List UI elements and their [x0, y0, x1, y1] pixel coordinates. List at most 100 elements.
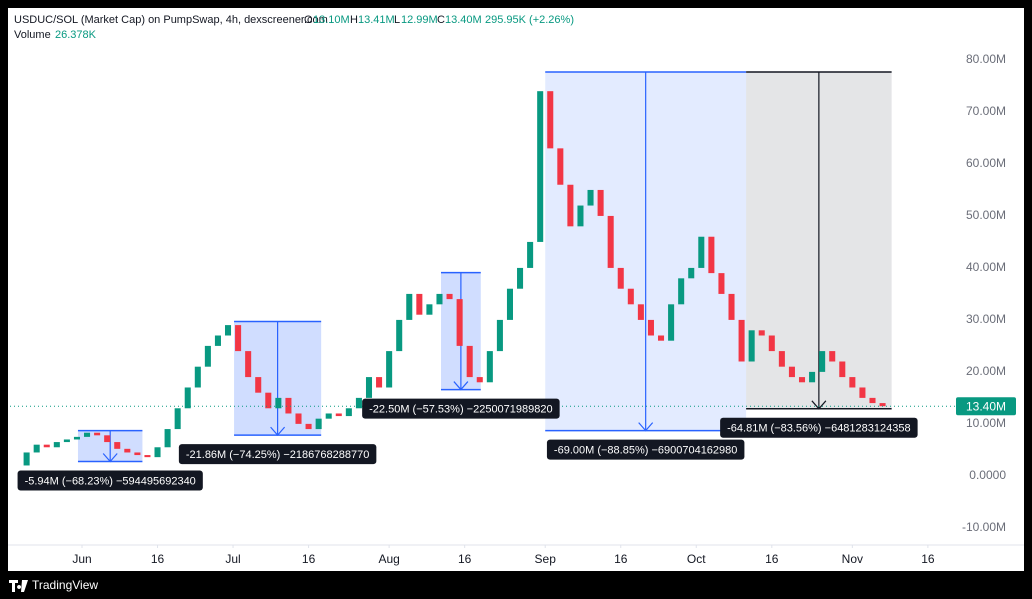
candle: [788, 366, 795, 378]
candle: [768, 335, 775, 352]
y-tick-label: 0.0000: [969, 468, 1006, 482]
candle: [164, 429, 171, 448]
candle: [184, 387, 191, 409]
x-tick-label: 16: [614, 552, 628, 566]
candle: [476, 377, 483, 383]
candle: [778, 351, 785, 367]
measure-arrowhead: [811, 400, 827, 410]
measure-arrowhead: [638, 422, 654, 432]
candle: [537, 91, 544, 242]
ohlc-label: C: [437, 14, 445, 26]
candle: [124, 448, 131, 453]
candle: [577, 205, 584, 227]
candle: [295, 413, 302, 424]
candle: [486, 351, 493, 383]
candle: [607, 215, 614, 268]
candle: [386, 351, 393, 388]
candle: [315, 418, 322, 430]
measure-label-bg: [362, 398, 560, 419]
candle: [758, 330, 765, 336]
y-tick-label: 80.00M: [966, 52, 1006, 66]
candle: [617, 267, 624, 289]
candle: [406, 293, 413, 320]
candle: [819, 351, 826, 372]
candle: [224, 325, 232, 336]
y-tick-label: 40.00M: [966, 260, 1006, 274]
candle: [547, 91, 554, 149]
y-tick-label: 20.00M: [966, 364, 1006, 378]
candle: [658, 335, 665, 341]
change: 295.95K (+2.26%): [485, 14, 574, 26]
candle: [416, 293, 423, 315]
x-tick-label: 16: [921, 552, 935, 566]
measure-label: -69.00M (−88.85%) −6900704162980: [554, 445, 737, 457]
measure-label-bg: [178, 444, 377, 465]
candle: [728, 293, 735, 320]
candle: [446, 293, 453, 300]
measure-label-bg: [720, 417, 918, 438]
candle: [355, 397, 362, 409]
candle: [798, 377, 806, 383]
measure-label: -64.81M (−83.56%) −6481283124358: [727, 423, 910, 435]
y-tick-label: 60.00M: [966, 156, 1006, 170]
brand-name: TradingView: [32, 578, 98, 592]
volume-value: 26.378K: [55, 29, 97, 41]
ohlc-value: 13.10M: [313, 14, 350, 26]
candle: [53, 442, 60, 448]
candle: [466, 345, 473, 378]
candle: [738, 319, 745, 362]
ohlc-label: H: [350, 14, 358, 26]
candle: [869, 397, 876, 404]
candle: [73, 436, 80, 440]
candle: [104, 435, 111, 443]
candle: [637, 304, 644, 320]
candle: [829, 351, 836, 362]
measure-label-bg: [17, 470, 203, 491]
candle: [517, 267, 524, 289]
x-tick-label: Sep: [535, 552, 557, 566]
ohlc-value: 13.40M: [445, 14, 482, 26]
candle: [527, 241, 534, 268]
candle: [668, 304, 675, 341]
candle: [647, 319, 654, 336]
y-tick-label: 50.00M: [966, 208, 1006, 222]
symbol: USDUC/SOL (Market Cap) on PumpSwap, 4h, …: [14, 14, 328, 26]
ohlc-label: O: [304, 14, 313, 26]
candle: [204, 345, 211, 367]
candle: [809, 371, 816, 383]
candle: [849, 377, 856, 388]
candle: [23, 452, 30, 466]
candle: [94, 432, 101, 436]
x-tick-label: 16: [302, 552, 316, 566]
candle: [33, 444, 40, 453]
last-price-label: 13.40M: [966, 399, 1006, 413]
candle: [678, 278, 685, 305]
candle: [214, 335, 221, 346]
x-tick-label: 16: [151, 552, 165, 566]
candle: [245, 351, 252, 378]
candle: [43, 444, 50, 448]
measure-label: -22.50M (−57.53%) −2250071989820: [369, 403, 552, 415]
last-price-tag: [956, 397, 1016, 416]
candle: [63, 439, 70, 443]
candle: [748, 330, 755, 362]
y-tick-label: 70.00M: [966, 104, 1006, 118]
candle: [698, 236, 705, 268]
candle: [285, 397, 292, 414]
candle: [456, 299, 463, 346]
measure-arrowhead: [453, 381, 469, 391]
measure-arrowhead: [102, 453, 118, 463]
candle: [376, 377, 383, 388]
candle: [496, 319, 503, 352]
candle: [144, 455, 151, 458]
x-tick-label: Nov: [842, 552, 863, 566]
candle: [506, 288, 513, 320]
candle: [194, 366, 201, 388]
candle: [718, 273, 725, 294]
ohlc-value: 12.99M: [401, 14, 438, 26]
candle: [265, 392, 272, 409]
brand: TradingView: [9, 578, 98, 592]
candle: [305, 423, 312, 430]
candle: [688, 267, 695, 279]
